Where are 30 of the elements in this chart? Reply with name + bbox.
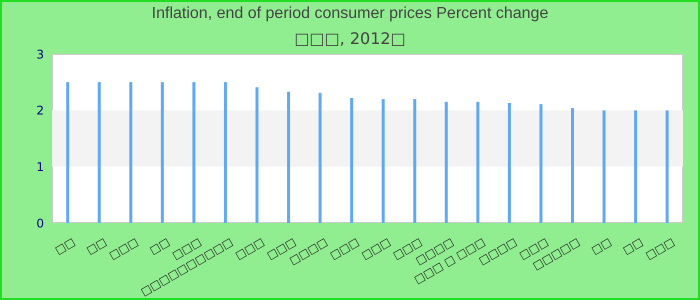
bar [413, 99, 416, 223]
bar [224, 82, 227, 223]
y-tick-label: 2 [36, 104, 44, 118]
bar [508, 103, 511, 223]
y-tick-label: 3 [36, 47, 44, 62]
bar [160, 82, 164, 223]
bar [98, 82, 101, 223]
bar [287, 92, 290, 223]
bar [539, 104, 542, 223]
bar [444, 102, 448, 223]
x-tick-label: □□ [620, 235, 646, 257]
bar [256, 87, 258, 223]
bar [350, 98, 354, 223]
x-tick-label: □□ [52, 235, 78, 257]
chart-title: Inflation, end of period consumer prices Percent change [150, 5, 550, 23]
bar [602, 110, 606, 223]
bar [66, 82, 70, 223]
chart-subtitle: □□□, 2012□ [293, 29, 407, 48]
bar [634, 110, 638, 223]
x-tick-label: □□ [84, 235, 109, 257]
bar [570, 108, 574, 223]
bar [192, 82, 196, 223]
bar [666, 110, 669, 223]
bar [476, 102, 480, 223]
x-tick-label: □□ [589, 235, 614, 257]
bar [129, 82, 132, 223]
y-tick-label: 0 [36, 216, 44, 230]
bar [382, 99, 385, 223]
y-tick-label: 1 [36, 160, 44, 174]
bar [318, 92, 322, 223]
